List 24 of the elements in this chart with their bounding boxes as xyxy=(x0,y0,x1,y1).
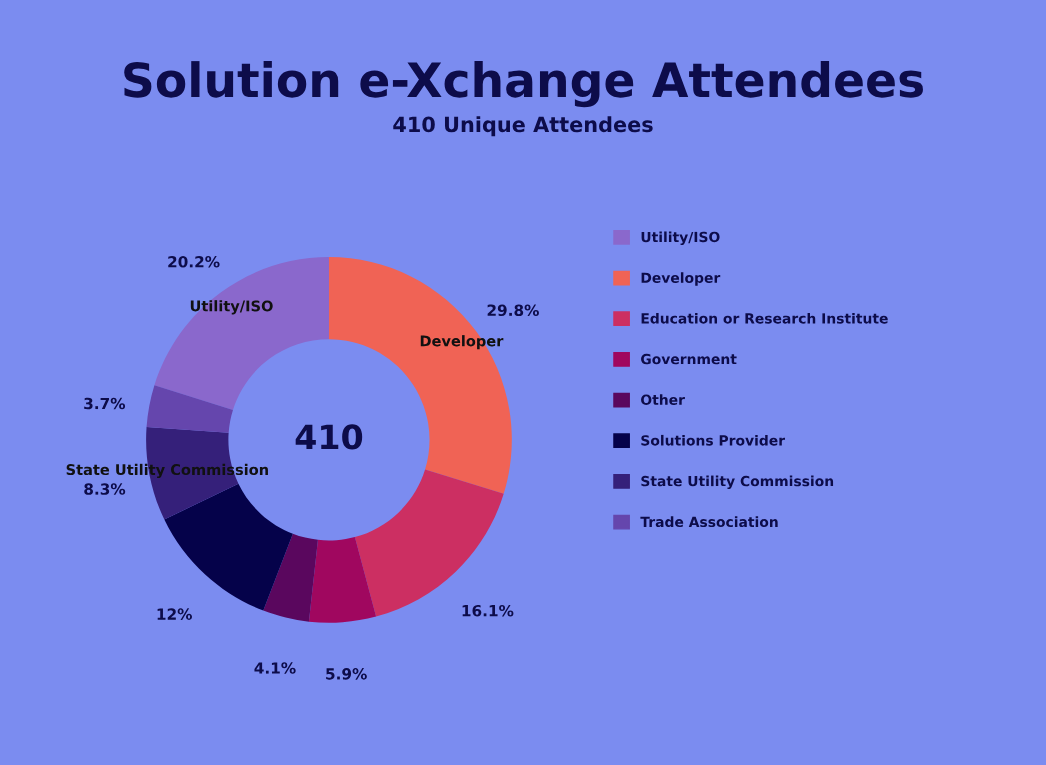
legend-label: Developer xyxy=(641,272,721,286)
data-label: 29.8% xyxy=(487,304,539,317)
data-label: 16.1% xyxy=(462,604,514,617)
legend-label: Other xyxy=(641,394,685,405)
chart-subtitle: 410 Unique Attendees xyxy=(393,116,653,137)
chart-title: Solution e-Xchange Attendees xyxy=(124,61,923,108)
data-label: 12% xyxy=(157,608,192,620)
legend-label: State Utility Commission xyxy=(641,475,834,490)
data-label: 4.1% xyxy=(254,662,296,674)
legend-label: Trade Association xyxy=(640,516,778,528)
donut-slice xyxy=(263,533,318,622)
data-label: 8.3% xyxy=(84,483,126,495)
data-label: 3.7% xyxy=(84,397,126,410)
legend-label: Solutions Provider xyxy=(641,434,786,446)
donut-slice xyxy=(154,257,329,410)
data-label: 20.2% xyxy=(168,255,220,268)
legend-label: Government xyxy=(641,353,737,365)
donut-slice xyxy=(146,385,233,433)
legend-label: Utility/ISO xyxy=(641,231,720,246)
donut-slice xyxy=(308,537,377,623)
text: 410 xyxy=(295,424,363,450)
legend-label: Education or Research Institute xyxy=(641,312,888,324)
data-label: 5.9% xyxy=(326,668,367,680)
slice-label: Utility/ISO xyxy=(190,300,273,315)
